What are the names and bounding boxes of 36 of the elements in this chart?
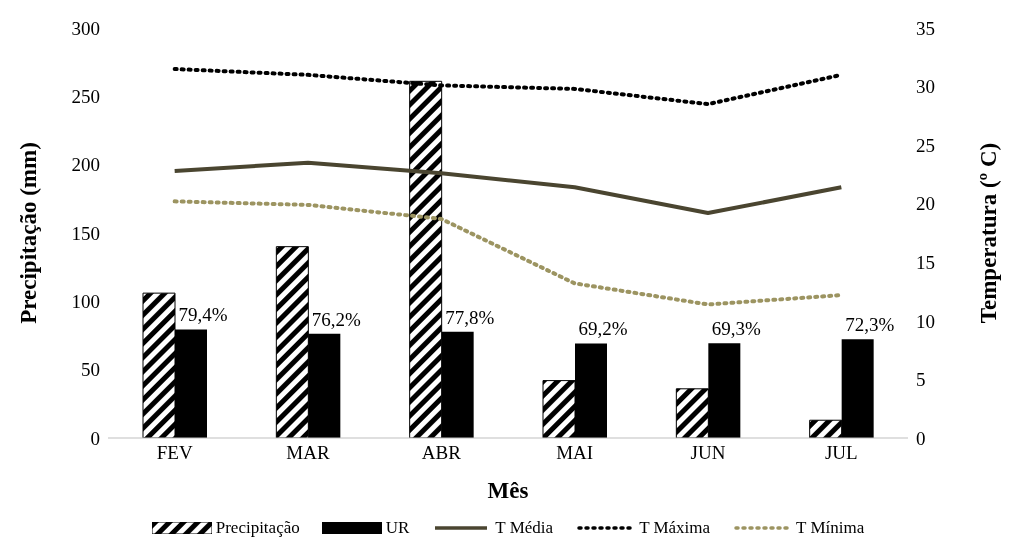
data-label: 69,2% <box>578 318 628 340</box>
y2-axis-title: Temperatura (º C) <box>976 142 1002 324</box>
y-tick-label: 250 <box>71 86 100 108</box>
y-tick-label: 100 <box>71 291 100 313</box>
legend-label: UR <box>385 518 410 538</box>
y2-tick-label: 10 <box>916 310 935 332</box>
legend-label: T Máxima <box>639 518 711 538</box>
x-tick-label: MAR <box>286 442 330 464</box>
line-series <box>172 160 844 216</box>
y-tick-label: 50 <box>81 359 100 381</box>
legend-label: T Mínima <box>796 518 865 538</box>
data-label: 72,3% <box>845 314 895 336</box>
y-axis-title: Precipitação (mm) <box>16 142 42 324</box>
x-axis-title: Mês <box>487 478 529 503</box>
y2-tick-label: 35 <box>916 17 935 39</box>
legend-label: Precipitação <box>215 518 300 538</box>
y-tick-label: 300 <box>71 17 100 39</box>
y2-tick-label: 20 <box>916 193 935 215</box>
data-label: 77,8% <box>445 306 495 328</box>
y2-tick-label: 5 <box>916 369 926 391</box>
y-tick-label: 200 <box>71 154 100 176</box>
x-tick-label: MAI <box>556 442 594 464</box>
legend-label: T Média <box>495 518 554 538</box>
data-label: 79,4% <box>178 304 228 326</box>
data-label: 76,2% <box>311 308 362 330</box>
x-tick-label: FEV <box>156 442 193 464</box>
y2-tick-label: 15 <box>916 252 935 274</box>
y2-tick-label: 30 <box>916 76 935 98</box>
x-tick-label: JUL <box>824 442 858 464</box>
y2-tick-label: 0 <box>916 427 926 449</box>
x-tick-label: ABR <box>421 442 462 464</box>
x-tick-label: JUN <box>690 442 726 464</box>
y-tick-label: 0 <box>90 427 100 449</box>
y2-tick-label: 25 <box>916 134 935 156</box>
data-label: 69,3% <box>711 318 762 340</box>
y-tick-label: 150 <box>71 222 100 244</box>
